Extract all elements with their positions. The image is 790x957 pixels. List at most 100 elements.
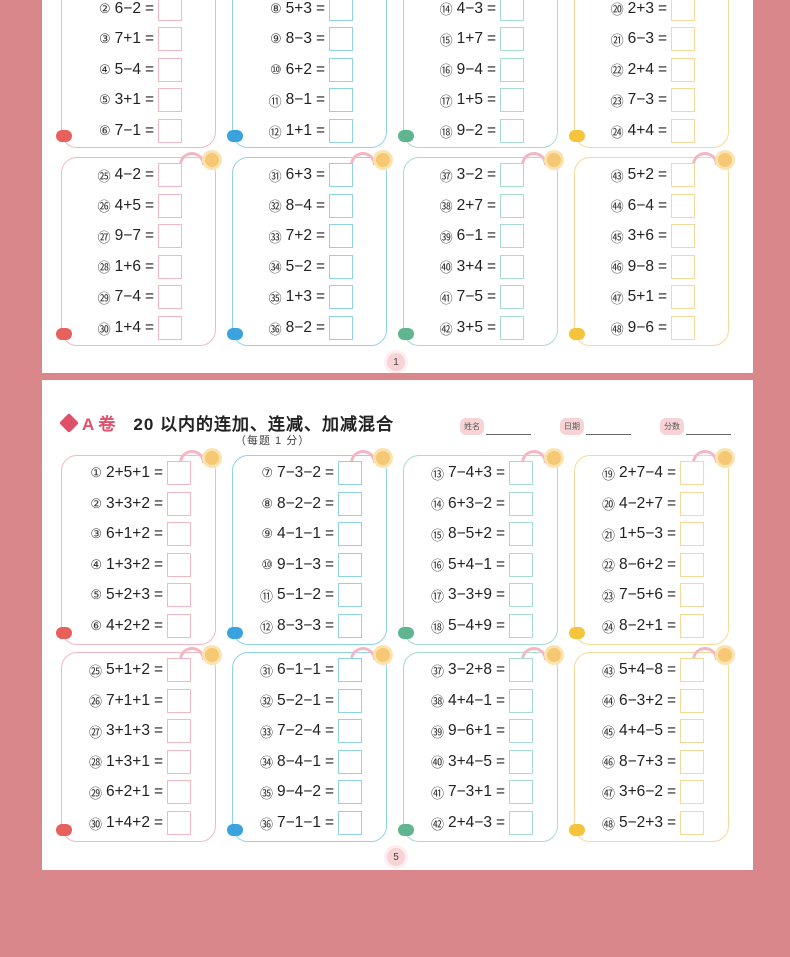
answer-box[interactable] [158, 224, 182, 249]
answer-box[interactable] [509, 658, 533, 682]
answer-box[interactable] [338, 811, 362, 835]
answer-box[interactable] [167, 780, 191, 805]
answer-box[interactable] [509, 811, 533, 835]
answer-box[interactable] [680, 658, 704, 682]
answer-box[interactable] [158, 27, 182, 52]
answer-box[interactable] [509, 614, 533, 638]
answer-box[interactable] [671, 285, 695, 310]
answer-box[interactable] [158, 119, 182, 143]
answer-box[interactable] [338, 780, 362, 805]
answer-box[interactable] [680, 552, 704, 577]
answer-box[interactable] [671, 57, 695, 82]
answer-box[interactable] [509, 719, 533, 744]
answer-box[interactable] [167, 461, 191, 485]
name-line[interactable] [486, 422, 531, 435]
answer-box[interactable] [329, 0, 353, 21]
answer-box[interactable] [500, 0, 524, 21]
answer-box[interactable] [509, 491, 533, 516]
score-line[interactable] [686, 422, 731, 435]
answer-box[interactable] [158, 163, 182, 187]
answer-box[interactable] [338, 583, 362, 608]
answer-box[interactable] [158, 285, 182, 310]
answer-box[interactable] [338, 719, 362, 744]
answer-box[interactable] [500, 224, 524, 249]
answer-box[interactable] [158, 316, 182, 340]
answer-box[interactable] [338, 614, 362, 638]
answer-box[interactable] [509, 583, 533, 608]
answer-box[interactable] [509, 688, 533, 713]
answer-box[interactable] [167, 749, 191, 774]
answer-box[interactable] [509, 780, 533, 805]
answer-box[interactable] [338, 749, 362, 774]
answer-box[interactable] [329, 285, 353, 310]
answer-box[interactable] [680, 583, 704, 608]
answer-box[interactable] [671, 119, 695, 143]
answer-box[interactable] [167, 491, 191, 516]
date-line[interactable] [586, 422, 631, 435]
answer-box[interactable] [158, 254, 182, 279]
answer-box[interactable] [500, 285, 524, 310]
problem-row: ⑱ 5−4+9 = [431, 613, 533, 639]
answer-box[interactable] [329, 119, 353, 143]
answer-box[interactable] [338, 491, 362, 516]
answer-box[interactable] [329, 224, 353, 249]
answer-box[interactable] [338, 522, 362, 547]
answer-box[interactable] [167, 688, 191, 713]
answer-box[interactable] [671, 163, 695, 187]
answer-box[interactable] [167, 522, 191, 547]
answer-box[interactable] [680, 688, 704, 713]
answer-box[interactable] [500, 57, 524, 82]
answer-box[interactable] [329, 57, 353, 82]
answer-box[interactable] [671, 254, 695, 279]
answer-box[interactable] [167, 583, 191, 608]
answer-box[interactable] [329, 27, 353, 52]
answer-box[interactable] [509, 522, 533, 547]
answer-box[interactable] [167, 811, 191, 835]
answer-box[interactable] [680, 491, 704, 516]
answer-box[interactable] [338, 461, 362, 485]
answer-box[interactable] [500, 193, 524, 218]
answer-box[interactable] [680, 614, 704, 638]
answer-box[interactable] [158, 193, 182, 218]
score-field[interactable]: 分数 [660, 418, 731, 435]
answer-box[interactable] [680, 811, 704, 835]
answer-box[interactable] [680, 461, 704, 485]
answer-box[interactable] [329, 88, 353, 113]
answer-box[interactable] [509, 461, 533, 485]
answer-box[interactable] [509, 749, 533, 774]
answer-box[interactable] [158, 0, 182, 21]
answer-box[interactable] [671, 0, 695, 21]
answer-box[interactable] [671, 88, 695, 113]
answer-box[interactable] [671, 193, 695, 218]
answer-box[interactable] [329, 163, 353, 187]
answer-box[interactable] [500, 316, 524, 340]
answer-box[interactable] [680, 749, 704, 774]
date-field[interactable]: 日期 [560, 418, 631, 435]
answer-box[interactable] [680, 780, 704, 805]
answer-box[interactable] [167, 658, 191, 682]
answer-box[interactable] [671, 27, 695, 52]
answer-box[interactable] [167, 552, 191, 577]
answer-box[interactable] [671, 316, 695, 340]
answer-box[interactable] [500, 88, 524, 113]
answer-box[interactable] [329, 316, 353, 340]
answer-box[interactable] [329, 193, 353, 218]
answer-box[interactable] [158, 57, 182, 82]
answer-box[interactable] [167, 719, 191, 744]
answer-box[interactable] [338, 688, 362, 713]
answer-box[interactable] [338, 658, 362, 682]
answer-box[interactable] [329, 254, 353, 279]
answer-box[interactable] [680, 522, 704, 547]
answer-box[interactable] [158, 88, 182, 113]
answer-box[interactable] [671, 224, 695, 249]
answer-box[interactable] [500, 27, 524, 52]
name-field[interactable]: 姓名 [460, 418, 531, 435]
answer-box[interactable] [167, 614, 191, 638]
answer-box[interactable] [680, 719, 704, 744]
answer-box[interactable] [500, 163, 524, 187]
answer-box[interactable] [338, 552, 362, 577]
answer-box[interactable] [500, 254, 524, 279]
answer-box[interactable] [509, 552, 533, 577]
answer-box[interactable] [500, 119, 524, 143]
problem-expression: 5+1+2 [105, 661, 150, 678]
